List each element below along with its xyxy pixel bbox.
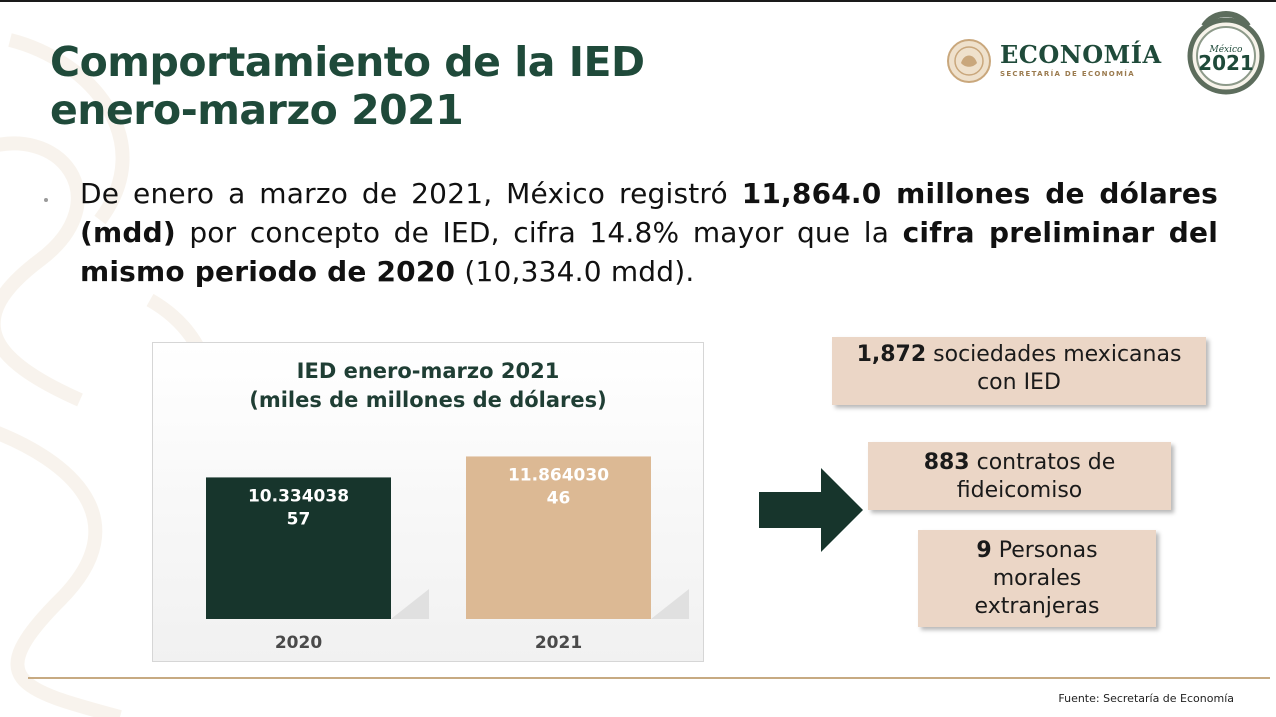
fact-box-personas-morales: 9 Personas morales extranjeras	[918, 530, 1156, 627]
chart-title-block: IED enero-marzo 2021 (miles de millones …	[153, 357, 703, 415]
title-line-2: enero-marzo 2021	[50, 86, 464, 134]
ied-bar-chart: IED enero-marzo 2021 (miles de millones …	[152, 342, 704, 662]
top-rule	[0, 0, 1276, 2]
fact-3-text: Personas	[991, 538, 1098, 563]
title-line-1: Comportamiento de la IED	[50, 38, 645, 86]
fact-3-text-line-3: extranjeras	[974, 594, 1100, 619]
summary-text-1: De enero a marzo de 2021, México registr…	[80, 177, 742, 210]
economia-logo-text: ECONOMÍA	[1000, 40, 1162, 69]
bar-shadow	[651, 589, 689, 619]
chart-canvas: 10.334038 57 2020 11.864030 46 2021	[206, 456, 689, 653]
mexico-2021-logo-icon: México 2021	[1187, 11, 1265, 95]
summary-text-3: (10,334.0 mdd).	[455, 255, 695, 288]
category-label: 2020	[275, 633, 322, 653]
bottom-rule	[28, 677, 1270, 679]
bullet-dot	[44, 198, 48, 202]
bar-value-label: 46	[547, 488, 571, 508]
economia-logo-subtitle: SECRETARÍA DE ECONOMÍA	[1000, 70, 1135, 78]
bar-2020	[206, 477, 391, 619]
summary-paragraph: De enero a marzo de 2021, México registr…	[80, 174, 1218, 291]
svg-text:México: México	[1209, 44, 1244, 55]
bar-value-label: 10.334038	[248, 486, 349, 506]
svg-text:2021: 2021	[1198, 51, 1254, 75]
fact-3-number: 9	[976, 538, 992, 563]
mexico-seal-icon	[947, 39, 991, 83]
category-label: 2021	[535, 633, 582, 653]
summary-text-2: por concepto de IED, cifra 14.8% mayor q…	[175, 216, 903, 249]
right-arrow-icon	[759, 468, 863, 552]
fact-1-number: 1,872	[856, 342, 927, 367]
fact-1-text: sociedades mexicanas	[926, 342, 1182, 367]
fact-1-text-line-2: con IED	[977, 370, 1061, 395]
bar-value-label: 11.864030	[508, 465, 609, 485]
fact-2-number: 883	[923, 450, 970, 475]
bar-2021	[466, 456, 651, 619]
fact-2-text: contratos de	[969, 450, 1116, 475]
fact-box-contratos: 883 contratos de fideicomiso	[868, 442, 1171, 510]
fact-box-sociedades: 1,872 sociedades mexicanas con IED	[832, 337, 1206, 405]
fact-2-text-line-2: fideicomiso	[956, 478, 1083, 503]
bar-shadow	[391, 589, 429, 619]
fact-3-text-line-2: morales	[992, 566, 1082, 591]
page-title: Comportamiento de la IED enero-marzo 202…	[50, 38, 645, 134]
chart-title: IED enero-marzo 2021	[296, 359, 560, 383]
source-footnote: Fuente: Secretaría de Economía	[1058, 692, 1234, 705]
chart-subtitle: (miles de millones de dólares)	[249, 388, 607, 412]
bar-value-label: 57	[287, 509, 311, 529]
summary-bold-amount: 11,864.0 millones de dólares (mdd)	[80, 177, 1218, 249]
summary-bold-comparison: cifra preliminar del mismo periodo de 20…	[80, 216, 1218, 288]
